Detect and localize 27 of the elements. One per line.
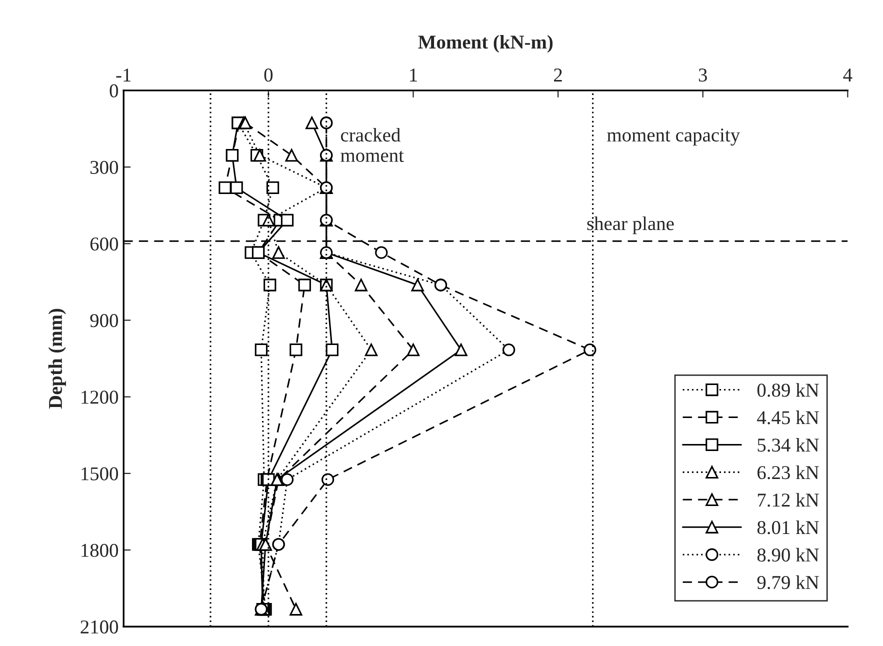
legend-label: 4.45 kN <box>757 410 819 424</box>
y-tick-label: 300 <box>90 160 118 174</box>
y-tick-label: 1200 <box>82 390 118 404</box>
x-tick-label: 4 <box>843 68 852 82</box>
ref-line-label: cracked moment <box>340 128 404 162</box>
y-tick-label: 1800 <box>82 544 118 557</box>
x-tick-label: 0 <box>264 68 273 82</box>
legend-label: 8.90 kN <box>757 548 819 562</box>
legend-label: 0.89 kN <box>757 383 819 397</box>
y-tick-label: 2100 <box>80 620 118 634</box>
legend-label: 7.12 kN <box>758 492 819 507</box>
y-axis-title: Depth (mm) <box>48 308 66 409</box>
x-tick-label: 1 <box>410 68 417 82</box>
ref-line-label: moment capacity <box>607 128 740 146</box>
legend-label: 6.23 kN <box>758 466 819 480</box>
y-tick-label: 0 <box>110 84 118 98</box>
legend-label: 5.34 kN <box>758 438 819 452</box>
y-tick-label: 900 <box>90 314 118 328</box>
x-tick-label: -1 <box>116 68 131 82</box>
x-tick-label: 3 <box>698 68 707 82</box>
y-tick-label: 600 <box>90 237 118 251</box>
legend-label: 9.79 kN <box>757 575 819 590</box>
legend-label: 8.01 kN <box>757 520 819 534</box>
x-tick-label: 2 <box>554 68 562 82</box>
ref-line-label: shear plane <box>587 216 674 234</box>
y-tick-label: 1500 <box>82 467 118 480</box>
x-axis-title: Moment (kN-m) <box>418 35 553 53</box>
